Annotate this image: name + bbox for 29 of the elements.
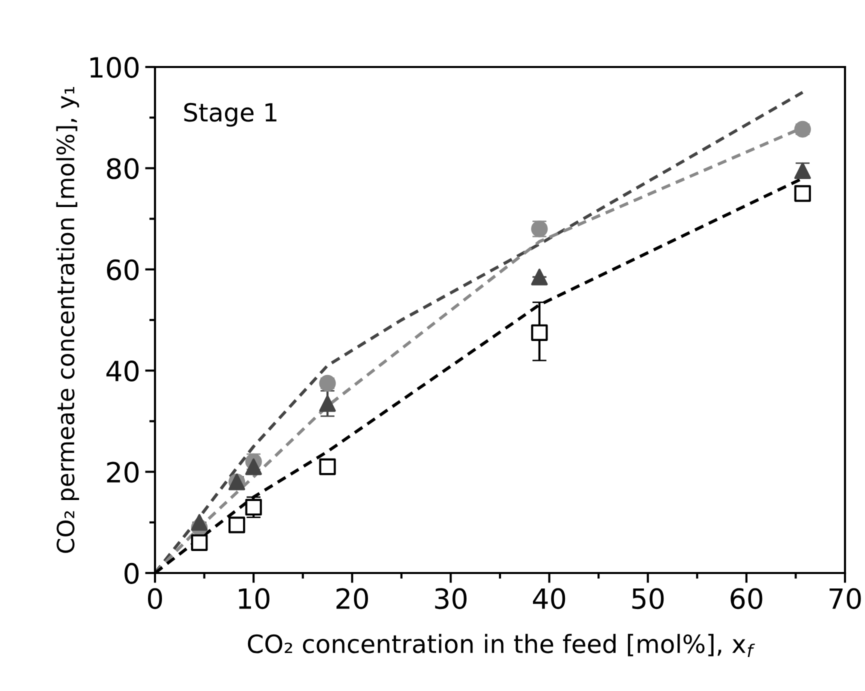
point bbox=[794, 185, 811, 202]
x-tick-label: 10 bbox=[238, 588, 270, 610]
y-tick-label: 80 bbox=[106, 158, 139, 180]
point bbox=[191, 514, 208, 531]
x-tick-label: 0 bbox=[148, 588, 162, 610]
point bbox=[531, 268, 548, 286]
y-axis-title: CO₂ permeate concentration [mol%], y₁ bbox=[56, 87, 80, 553]
point bbox=[191, 534, 208, 551]
point bbox=[319, 395, 336, 412]
x-tick-label: 30 bbox=[435, 588, 467, 610]
x-tick-label: 40 bbox=[532, 588, 566, 610]
y-tick-label: 0 bbox=[124, 562, 139, 584]
x-tick-label: 60 bbox=[730, 588, 762, 610]
point bbox=[794, 162, 811, 180]
point bbox=[319, 374, 336, 392]
point bbox=[245, 458, 262, 476]
annotation: Stage 1 bbox=[184, 102, 276, 127]
x-tick-label: 50 bbox=[632, 588, 664, 610]
x-axis-title: CO₂ concentration in the feed [mol%], x$_{f}$ bbox=[248, 634, 755, 658]
y-tick-label: 20 bbox=[107, 462, 139, 483]
point bbox=[794, 120, 811, 138]
point bbox=[228, 516, 246, 534]
point bbox=[319, 458, 336, 476]
y-tick-label: 40 bbox=[106, 360, 139, 382]
x-tick-label: 20 bbox=[336, 588, 368, 610]
x-tick-label: 70 bbox=[830, 588, 861, 610]
y-tick-label: 100 bbox=[90, 56, 139, 78]
y-tick-label: 60 bbox=[107, 259, 139, 280]
point bbox=[531, 324, 548, 341]
